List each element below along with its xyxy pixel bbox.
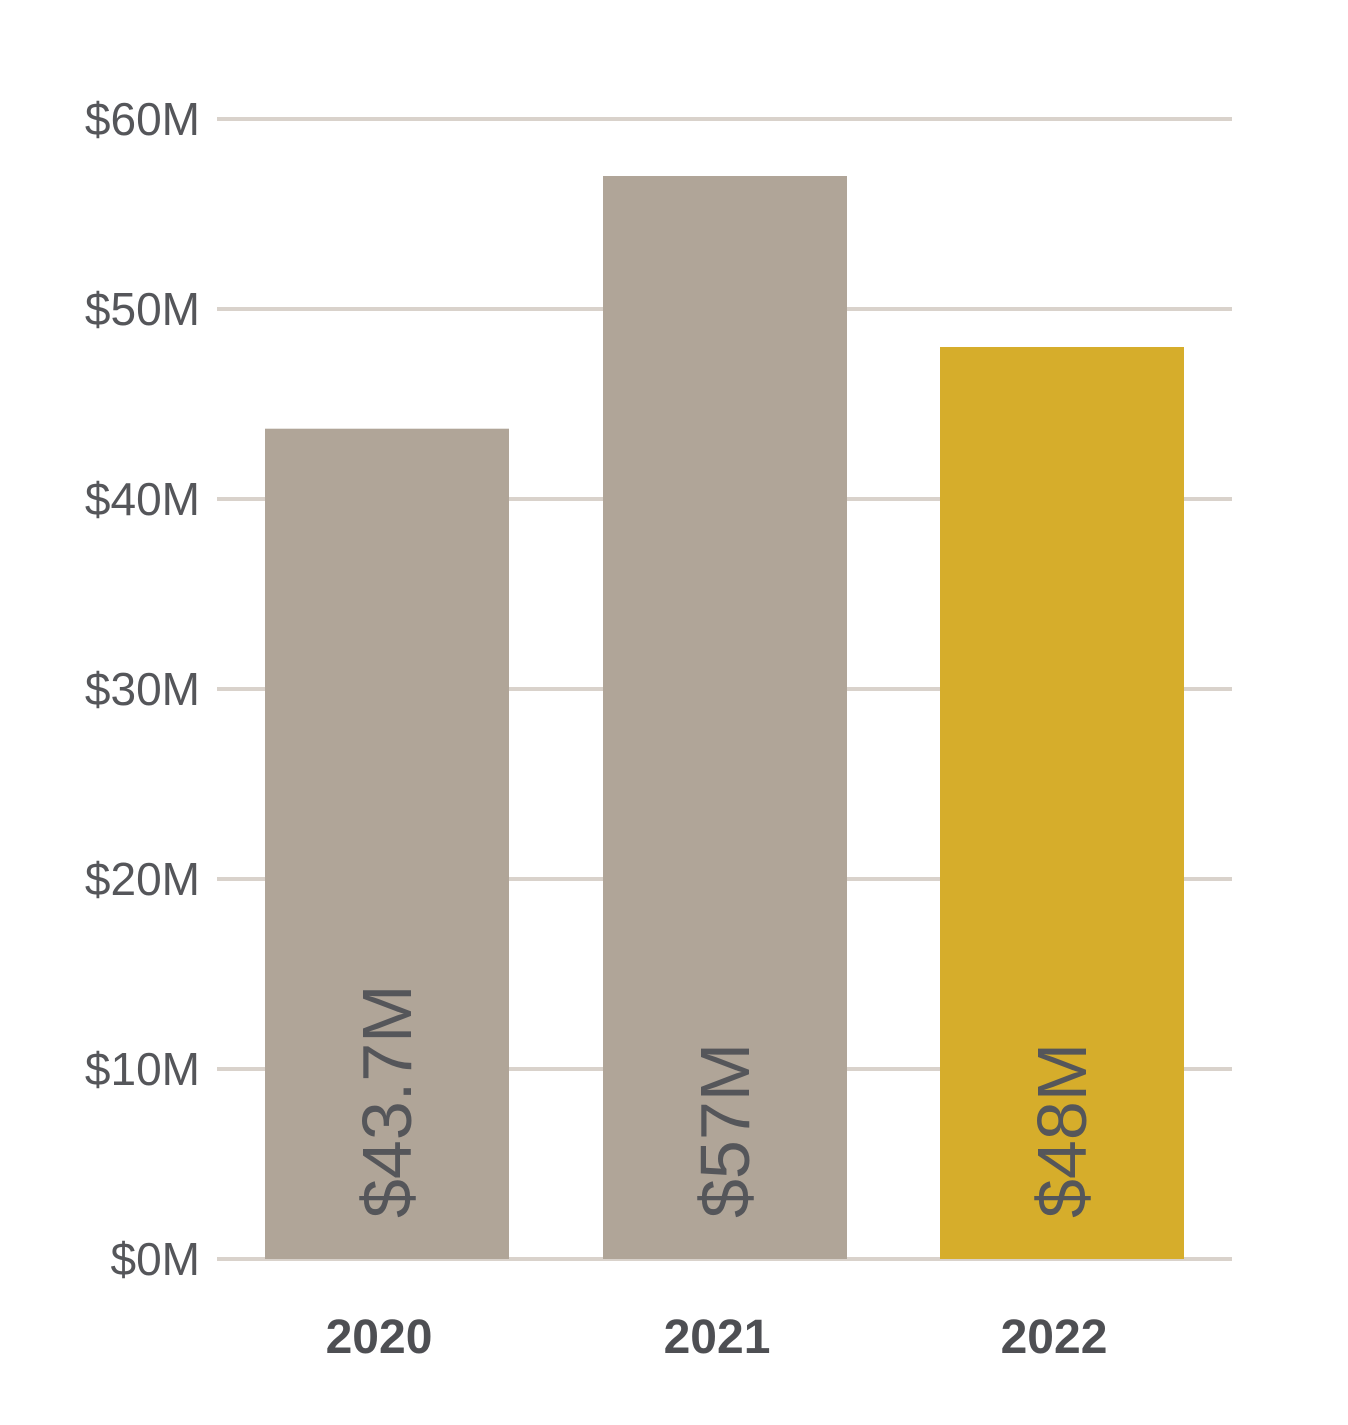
x-axis-labels: 2020 2021 2022 xyxy=(326,1311,1108,1364)
y-tick-label: $0M xyxy=(111,1233,200,1285)
bar-value-label: $57M xyxy=(686,1043,764,1218)
y-axis-ticks: $0M $10M $20M $30M $40M $50M $60M xyxy=(85,93,200,1285)
value-labels: $43.7M $57M $48M xyxy=(348,985,1101,1218)
y-tick-label: $50M xyxy=(85,283,200,335)
bar-value-label: $43.7M xyxy=(348,985,426,1218)
bars xyxy=(265,176,1184,1259)
x-tick-label: 2020 xyxy=(326,1311,433,1364)
x-tick-label: 2022 xyxy=(1001,1311,1108,1364)
y-tick-label: $20M xyxy=(85,853,200,905)
y-tick-label: $60M xyxy=(85,93,200,145)
x-tick-label: 2021 xyxy=(664,1311,771,1364)
y-tick-label: $30M xyxy=(85,663,200,715)
bar-value-label: $48M xyxy=(1023,1043,1101,1218)
y-tick-label: $40M xyxy=(85,473,200,525)
bar-2022 xyxy=(940,347,1184,1259)
y-tick-label: $10M xyxy=(85,1043,200,1095)
bar-2021 xyxy=(603,176,847,1259)
bar-2020 xyxy=(265,428,509,1259)
